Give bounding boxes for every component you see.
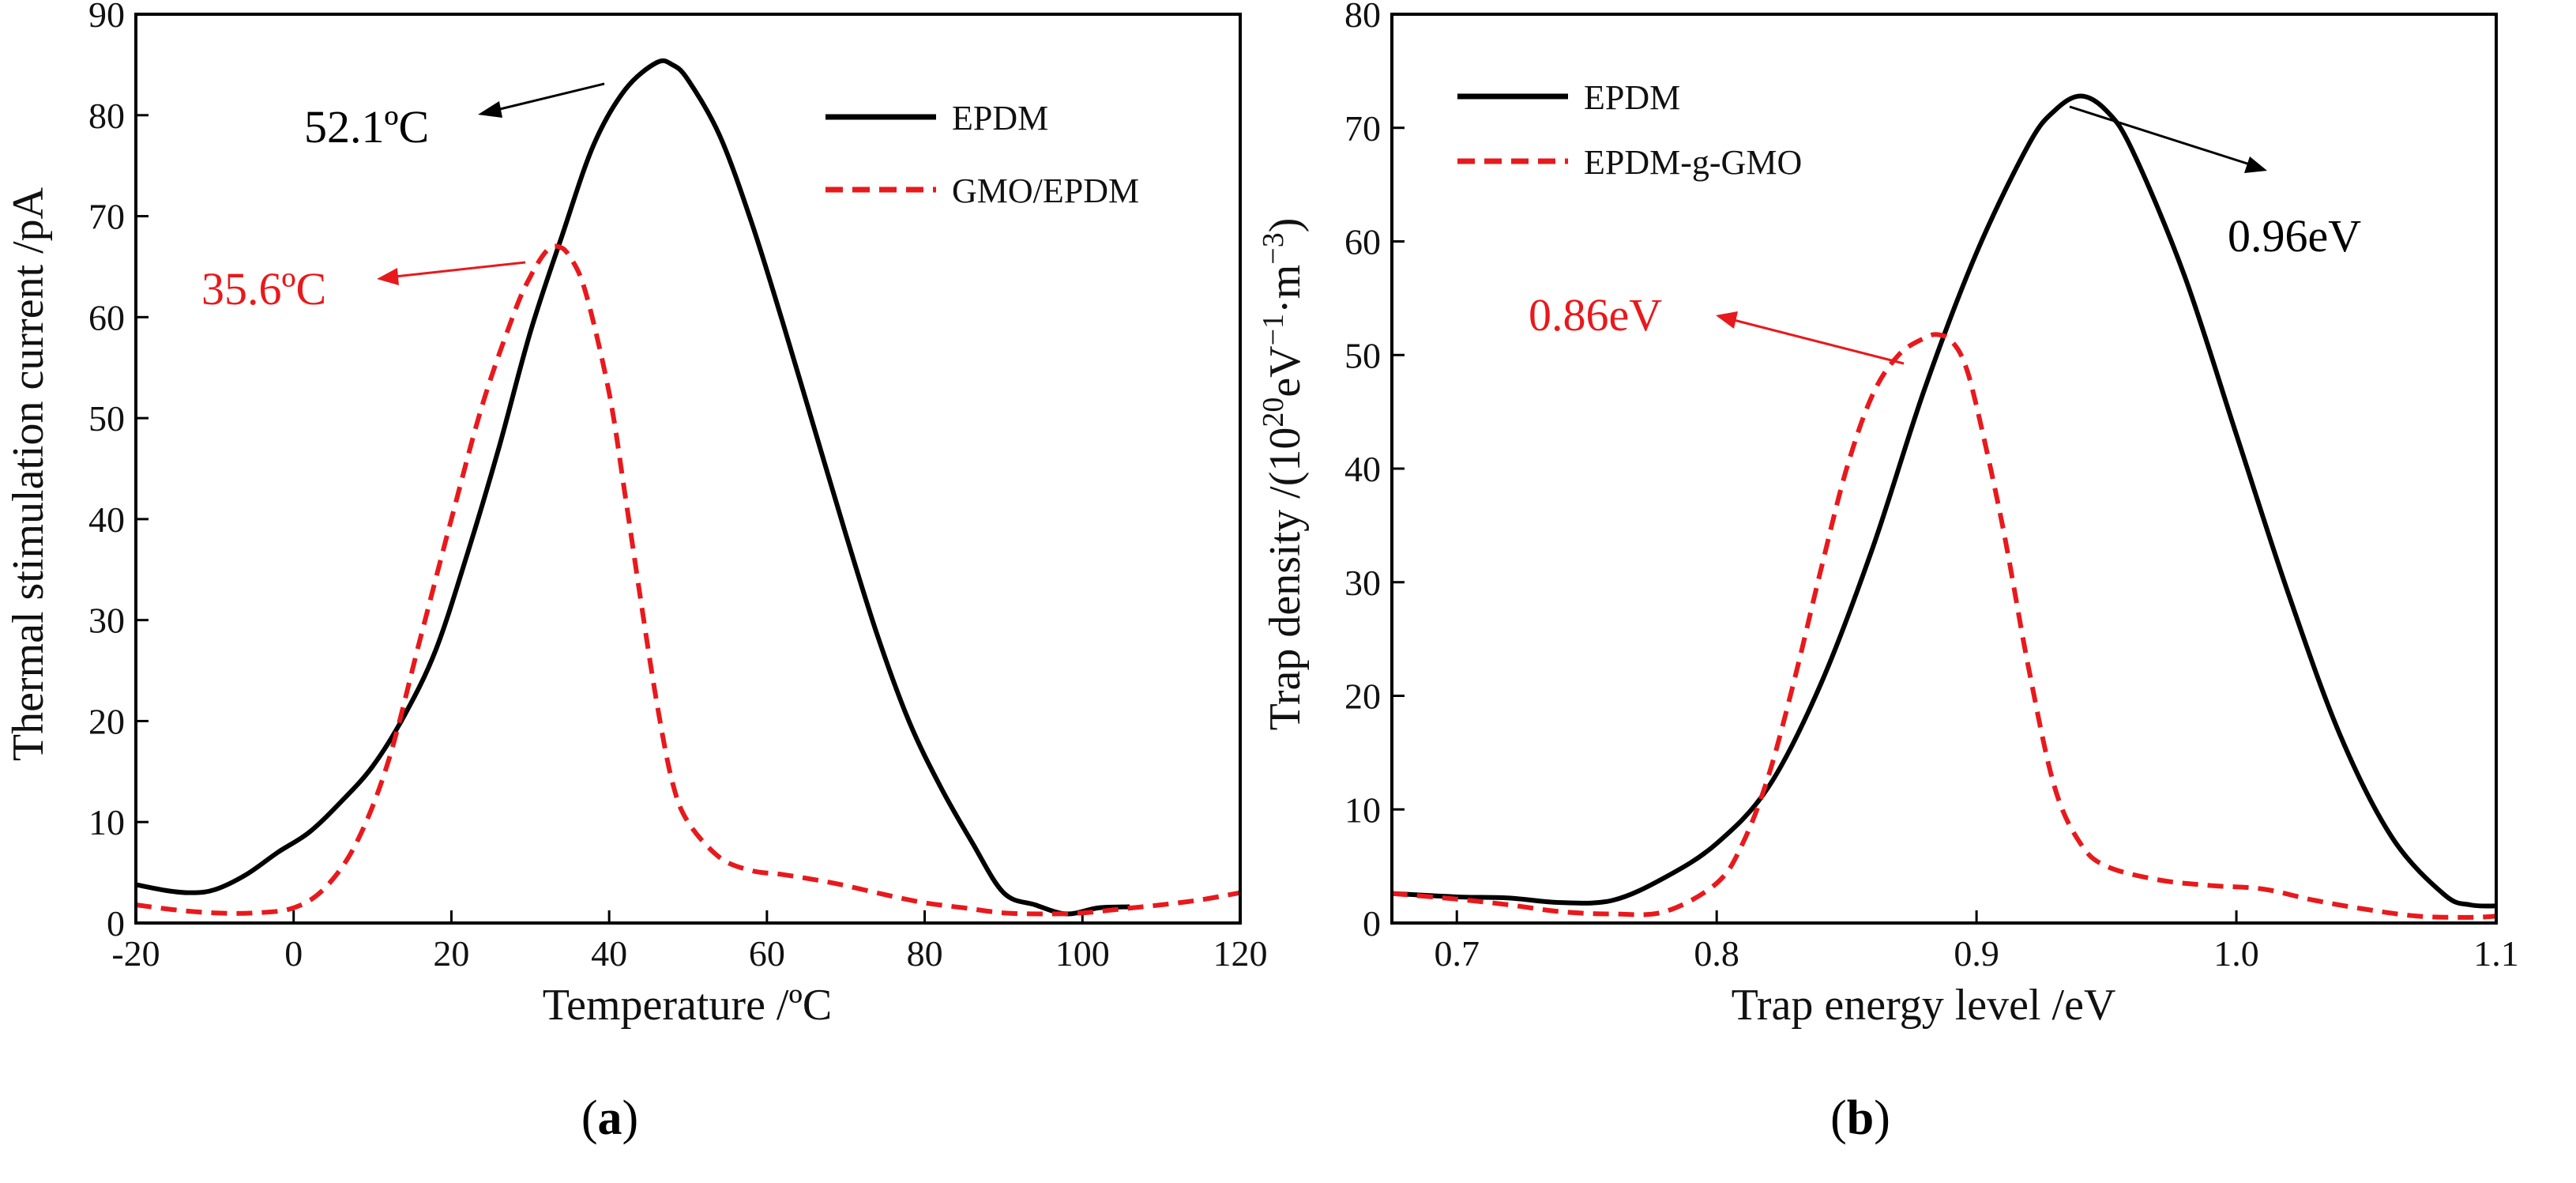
x-tick-label: -20 [111,933,160,974]
x-tick-label: 120 [1213,933,1268,974]
panel-a-label: (a) [581,1091,638,1145]
panel-b-legend: EPDM EPDM-g-GMO [1457,78,1802,182]
panel-b-y-title-mid2: ·m [1261,265,1310,314]
annotation-arrow-epdm-g-gmo [1733,318,1905,365]
panel-b-label-close: ) [1874,1091,1890,1145]
y-tick-label: 20 [1344,676,1381,717]
y-tick-label: 40 [1344,449,1381,489]
series-line-epdm [1391,93,2497,909]
y-tick-label: 40 [88,499,125,540]
annotation-peak-epdm: 52.1ºC [304,101,429,153]
annotation-arrowhead-gmo-epdm [377,268,399,285]
x-tick-label: 0.7 [1434,933,1480,974]
panel-b-y-axis-title: Trap density /(1020eV−1·m−3) [1257,218,1310,731]
panel-a-label-letter: a [598,1091,622,1145]
x-tick-label: 100 [1055,933,1110,974]
panel-b-ticks: 0.7 0.8 0.9 1.0 1.1 0 10 20 30 40 50 60 70 80 [1344,0,2519,974]
legend-label-gmo-epdm: GMO/EPDM [952,171,1139,210]
y-tick-label: 50 [1344,335,1381,375]
x-tick-label: 60 [749,933,785,974]
series-line-gmo-epdm [135,243,1241,917]
y-tick-label: 90 [88,0,125,35]
legend-label-epdm: EPDM [952,99,1048,138]
panel-a-legend: EPDM GMO/EPDM [825,99,1139,210]
panel-a-series [135,58,1241,917]
y-tick-label: 80 [1344,0,1381,35]
annotation-arrowhead-epdm [478,101,502,118]
series-line-epdm [135,58,1130,917]
panel-b-y-title-main: Trap density /(10 [1261,428,1310,731]
series-line-epdm-g-gmo [1391,332,2497,920]
y-tick-label: 0 [1363,903,1381,944]
x-tick-label: 0 [284,933,303,974]
y-tick-label: 0 [107,903,125,944]
panel-a-y-axis-title: Thermal stimulation current /pA [4,186,53,761]
panel-b-y-title-sup3: −3 [1257,232,1290,264]
x-tick-label: 20 [433,933,469,974]
x-tick-label: 40 [591,933,627,974]
panel-b-annotations: 0.96eV 0.86eV [1529,105,2361,365]
legend-label-epdm-g-gmo: EPDM-g-GMO [1584,143,1802,182]
annotation-peak-epdm-b: 0.96eV [2228,210,2361,262]
panel-b-label-letter: b [1847,1091,1874,1145]
annotation-peak-epdm-g-gmo: 0.86eV [1529,289,1662,341]
panel-a-label-open: ( [581,1091,598,1145]
x-tick-label: 0.8 [1694,933,1739,974]
panel-b-y-title-sup2: −1 [1257,314,1290,345]
annotation-arrow-epdm [493,82,605,112]
annotation-arrowhead-epdm-b [2244,156,2267,173]
panel-b-x-axis-title: Trap energy level /eV [1732,981,2116,1030]
y-tick-label: 70 [88,197,125,237]
panel-a-label-close: ) [622,1091,639,1145]
y-tick-label: 30 [88,601,125,641]
y-tick-label: 10 [88,802,125,842]
x-tick-label: 1.1 [2473,933,2519,974]
panel-b-label-open: ( [1830,1091,1847,1145]
y-tick-label: 60 [1344,222,1381,262]
panel-b-y-title-mid: eV [1261,345,1310,397]
panel-b-y-title-sup1: 20 [1257,397,1290,428]
annotation-arrowhead-epdm-g-gmo [1716,311,1738,329]
y-tick-label: 80 [88,96,125,136]
y-tick-label: 10 [1344,789,1381,830]
legend-label-epdm-b: EPDM [1584,78,1680,117]
x-tick-label: 80 [907,933,943,974]
panel-b-y-title-end: ) [1261,218,1310,233]
y-tick-label: 30 [1344,563,1381,603]
annotation-peak-gmo-epdm: 35.6ºC [201,263,326,315]
x-tick-label: 0.9 [1954,933,1999,974]
y-tick-label: 20 [88,701,125,741]
panel-a-plot-frame [134,13,1242,925]
panel-a-x-axis-title: Temperature /ºC [543,981,832,1030]
panel-b-plot-frame [1390,13,2498,925]
y-tick-label: 50 [88,398,125,439]
panel-b: 0.7 0.8 0.9 1.0 1.1 0 10 20 30 40 50 60 70 80 EPDM EP… [1257,0,2519,1145]
y-tick-label: 60 [88,297,125,337]
x-tick-label: 1.0 [2213,933,2259,974]
panel-b-label: (b) [1830,1091,1890,1145]
y-tick-label: 70 [1344,108,1381,149]
panel-b-series [1391,93,2497,920]
annotation-arrow-gmo-epdm [394,261,526,278]
annotation-arrow-epdm-b [2069,105,2251,166]
panel-a-annotations: 52.1ºC 35.6ºC [201,82,605,315]
